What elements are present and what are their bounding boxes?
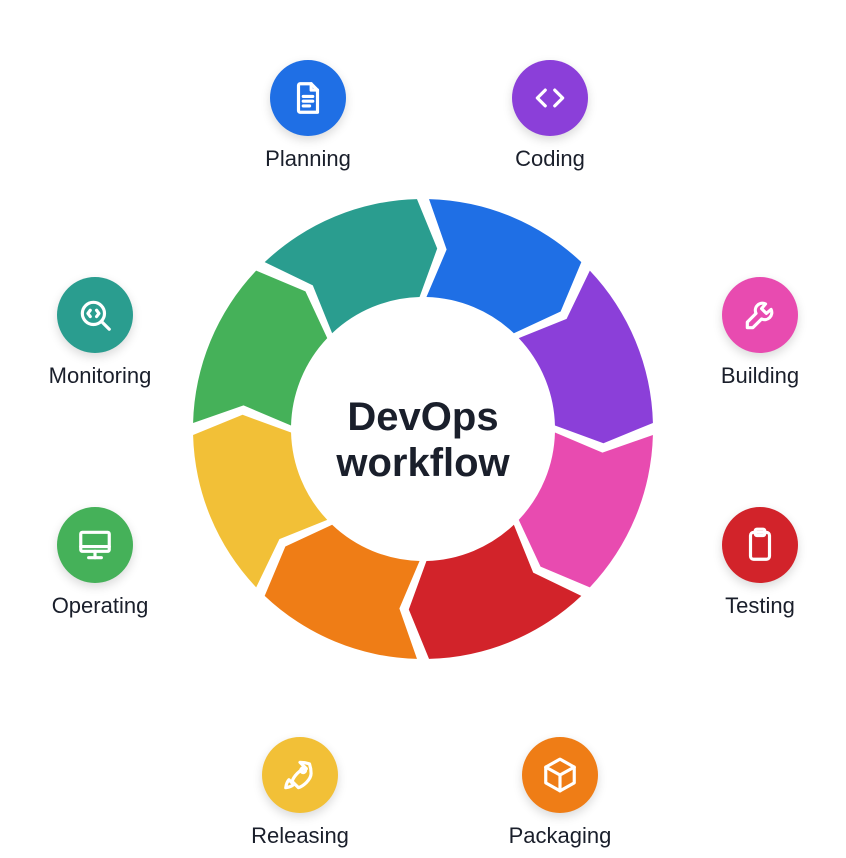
ring-segment-building: [519, 432, 653, 587]
operating-badge: [57, 507, 133, 583]
testing-label: Testing: [725, 593, 795, 619]
testing-badge: [722, 507, 798, 583]
planning-label: Planning: [265, 146, 351, 172]
monitor-icon: [76, 526, 114, 564]
ring-segment-planning: [426, 199, 581, 333]
planning-badge: [270, 60, 346, 136]
magnify-icon: [76, 296, 114, 334]
ring-segment-operating: [193, 271, 327, 426]
packaging-badge: [522, 737, 598, 813]
code-icon: [531, 79, 569, 117]
wrench-icon: [741, 296, 779, 334]
building-badge: [722, 277, 798, 353]
ring-segment-packaging: [265, 525, 420, 659]
monitoring-badge: [57, 277, 133, 353]
cube-icon: [541, 756, 579, 794]
devops-workflow-diagram: DevOps workflow Planning Coding Building Te…: [0, 0, 846, 858]
coding-badge: [512, 60, 588, 136]
rocket-icon: [281, 756, 319, 794]
coding-label: Coding: [515, 146, 585, 172]
title-line-1: DevOps: [336, 394, 509, 440]
clipboard-icon: [741, 526, 779, 564]
monitoring-label: Monitoring: [49, 363, 152, 389]
releasing-badge: [262, 737, 338, 813]
building-label: Building: [721, 363, 799, 389]
document-icon: [289, 79, 327, 117]
operating-label: Operating: [52, 593, 149, 619]
packaging-label: Packaging: [509, 823, 612, 849]
releasing-label: Releasing: [251, 823, 349, 849]
diagram-title: DevOps workflow: [336, 394, 509, 486]
title-line-2: workflow: [336, 440, 509, 486]
